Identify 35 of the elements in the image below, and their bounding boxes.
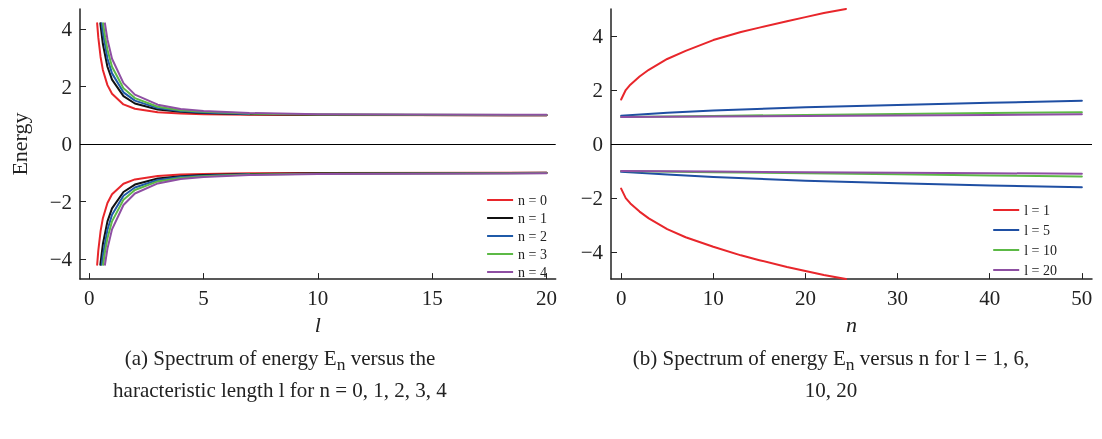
y-tick-label: −4 [49, 246, 73, 271]
text: (b) Spectrum of energy E$_{n}$ versus n for l = 1, 6, 10, 20 [631, 345, 1031, 404]
y-tick-label: −2 [580, 186, 603, 211]
legend-label: n = 0 [518, 192, 548, 208]
legend-label: l = 20 [1024, 262, 1058, 278]
legend-label: n = 3 [518, 246, 548, 262]
y-tick-label: −4 [580, 240, 604, 265]
y-tick-label: 4 [592, 24, 604, 49]
text: (a) Spectrum of energy E$_{n}$ versus the haracteristic length l for n = 0, 1, 2, 3, 4 [112, 345, 448, 404]
x-axis-title: l [314, 311, 321, 337]
y-tick-label: 2 [592, 78, 603, 103]
y-axis-title: Energy [6, 112, 32, 176]
y-tick-label: 0 [61, 132, 72, 157]
x-tick-label: 20 [536, 285, 558, 310]
y-tick-label: 2 [61, 74, 72, 99]
legend-label: l = 5 [1024, 222, 1051, 238]
x-tick-label: 10 [307, 285, 329, 310]
legend-label: l = 10 [1024, 242, 1058, 258]
legend-label: n = 1 [518, 210, 548, 226]
legend-label: n = 4 [518, 264, 548, 280]
x-tick-label: 30 [887, 285, 909, 310]
x-tick-label: 5 [198, 285, 209, 310]
x-tick-label: 10 [702, 285, 724, 310]
x-tick-label: 40 [979, 285, 1001, 310]
x-axis-title: n [846, 311, 857, 337]
x-tick-label: 50 [1071, 285, 1093, 310]
y-tick-label: −2 [49, 189, 72, 214]
x-tick-label: 0 [615, 285, 627, 310]
legend-label: n = 2 [518, 228, 548, 244]
x-tick-label: 15 [421, 285, 443, 310]
x-tick-label: 0 [83, 285, 95, 310]
legend-label: l = 1 [1024, 202, 1051, 218]
y-tick-label: 0 [592, 132, 603, 157]
x-tick-label: 20 [794, 285, 816, 310]
y-tick-label: 4 [61, 17, 73, 42]
